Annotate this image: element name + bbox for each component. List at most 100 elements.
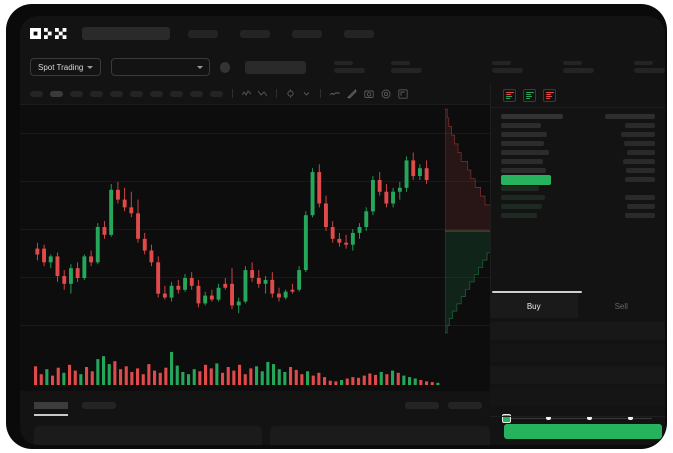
timeframe-button[interactable] bbox=[170, 90, 183, 97]
order-book-price bbox=[501, 168, 546, 173]
order-book-row[interactable] bbox=[501, 121, 655, 130]
order-field-row[interactable] bbox=[490, 344, 665, 362]
order-book-row[interactable] bbox=[501, 148, 655, 157]
order-book-price bbox=[501, 114, 563, 119]
order-book-row[interactable] bbox=[501, 193, 655, 202]
order-book-row[interactable] bbox=[501, 157, 655, 166]
search-input[interactable] bbox=[82, 27, 170, 40]
bottom-tab[interactable] bbox=[82, 401, 116, 409]
order-book-row[interactable] bbox=[501, 166, 655, 175]
header-nav bbox=[188, 29, 374, 38]
slider-stop-50[interactable] bbox=[587, 415, 592, 421]
orderbook-bids-icon[interactable] bbox=[523, 89, 536, 102]
order-book-row[interactable] bbox=[501, 174, 655, 185]
volume-chart[interactable] bbox=[20, 341, 490, 391]
slider-handle[interactable] bbox=[502, 413, 511, 423]
order-field-row[interactable] bbox=[490, 322, 665, 340]
okx-logo[interactable] bbox=[30, 28, 70, 39]
order-book-price bbox=[501, 159, 543, 164]
settings-icon[interactable] bbox=[286, 89, 295, 98]
bottom-panel-left[interactable] bbox=[34, 426, 262, 445]
order-book-size bbox=[625, 195, 655, 200]
order-field-row[interactable] bbox=[490, 366, 665, 384]
fullscreen-icon[interactable] bbox=[398, 88, 408, 99]
market-stat bbox=[492, 61, 524, 73]
stat-label bbox=[391, 61, 411, 65]
slider-stop-25[interactable] bbox=[546, 415, 551, 421]
target-icon[interactable] bbox=[381, 89, 391, 99]
pair-name bbox=[245, 60, 307, 74]
nav-item-1[interactable] bbox=[188, 29, 218, 38]
market-stats bbox=[334, 61, 665, 73]
timeframe-button[interactable] bbox=[210, 90, 223, 97]
gridline bbox=[20, 325, 490, 326]
bottom-tab-active[interactable] bbox=[34, 401, 68, 416]
stat-label bbox=[334, 61, 354, 65]
nav-item-3[interactable] bbox=[292, 29, 322, 38]
order-book-rows[interactable] bbox=[491, 112, 665, 220]
slider-track bbox=[508, 417, 652, 419]
orderbook-both-icon[interactable] bbox=[503, 89, 516, 102]
nav-item-4[interactable] bbox=[344, 29, 374, 38]
timeframe-button[interactable] bbox=[130, 90, 143, 97]
camera-icon[interactable] bbox=[364, 89, 374, 99]
order-book-price bbox=[501, 150, 549, 155]
order-book-price bbox=[501, 186, 539, 191]
order-book-row[interactable] bbox=[501, 211, 655, 220]
bottom-panel-right[interactable] bbox=[270, 426, 490, 445]
gridline bbox=[20, 277, 490, 278]
timeframe-button[interactable] bbox=[150, 90, 163, 97]
device-bezel: Spot Trading bbox=[6, 4, 667, 449]
measure-icon[interactable] bbox=[347, 88, 357, 99]
timeframe-button[interactable] bbox=[110, 90, 123, 97]
gridline bbox=[20, 229, 490, 230]
chevron-down-icon bbox=[196, 65, 203, 69]
submit-order-button[interactable] bbox=[504, 424, 662, 439]
nav-item-2[interactable] bbox=[240, 29, 270, 38]
timeframe-button[interactable] bbox=[30, 90, 43, 97]
order-book-size bbox=[625, 123, 655, 128]
bottom-action-2[interactable] bbox=[448, 401, 482, 409]
gridline bbox=[20, 133, 490, 134]
compare-icon[interactable] bbox=[258, 89, 267, 98]
timeframe-button[interactable] bbox=[90, 90, 103, 97]
market-subheader: Spot Trading bbox=[20, 51, 665, 83]
order-book-row[interactable] bbox=[501, 139, 655, 148]
tab-buy[interactable]: Buy bbox=[490, 294, 578, 318]
order-book-row[interactable] bbox=[501, 202, 655, 211]
order-form: Buy Sell bbox=[490, 291, 665, 445]
pair-avatar bbox=[219, 61, 231, 73]
bottom-action-1[interactable] bbox=[405, 401, 439, 409]
stat-value bbox=[492, 68, 524, 73]
orderbook-asks-icon[interactable] bbox=[543, 89, 556, 102]
order-book-price bbox=[501, 132, 547, 137]
amount-slider[interactable] bbox=[502, 413, 652, 423]
pair-select[interactable] bbox=[111, 58, 210, 76]
timeframe-button[interactable] bbox=[190, 90, 203, 97]
stat-label bbox=[634, 61, 654, 65]
order-book-size bbox=[626, 168, 655, 173]
market-stat bbox=[634, 61, 665, 73]
chevron-down-icon[interactable] bbox=[302, 89, 311, 98]
order-book-row[interactable] bbox=[501, 184, 655, 193]
timeframe-button[interactable] bbox=[70, 90, 83, 97]
market-stat bbox=[563, 61, 595, 73]
order-book-row[interactable] bbox=[501, 112, 655, 121]
order-book-size bbox=[625, 213, 655, 218]
market-stat bbox=[334, 61, 366, 73]
app-header bbox=[20, 16, 665, 51]
trading-mode-select[interactable]: Spot Trading bbox=[30, 58, 102, 76]
candlestick-chart[interactable] bbox=[20, 105, 490, 341]
stat-label bbox=[563, 61, 583, 65]
okx-logo-mark bbox=[30, 28, 67, 39]
slider-stop-75[interactable] bbox=[628, 415, 633, 421]
tab-sell[interactable]: Sell bbox=[614, 301, 628, 311]
timeframe-button-active[interactable] bbox=[50, 90, 63, 97]
line-chart-icon[interactable] bbox=[330, 89, 340, 98]
indicator-icon[interactable] bbox=[242, 89, 251, 98]
chart-toolbar bbox=[20, 83, 665, 105]
order-form-divider bbox=[490, 416, 665, 417]
order-book-row[interactable] bbox=[501, 130, 655, 139]
order-field-row[interactable] bbox=[490, 388, 665, 406]
stat-value bbox=[391, 68, 423, 73]
